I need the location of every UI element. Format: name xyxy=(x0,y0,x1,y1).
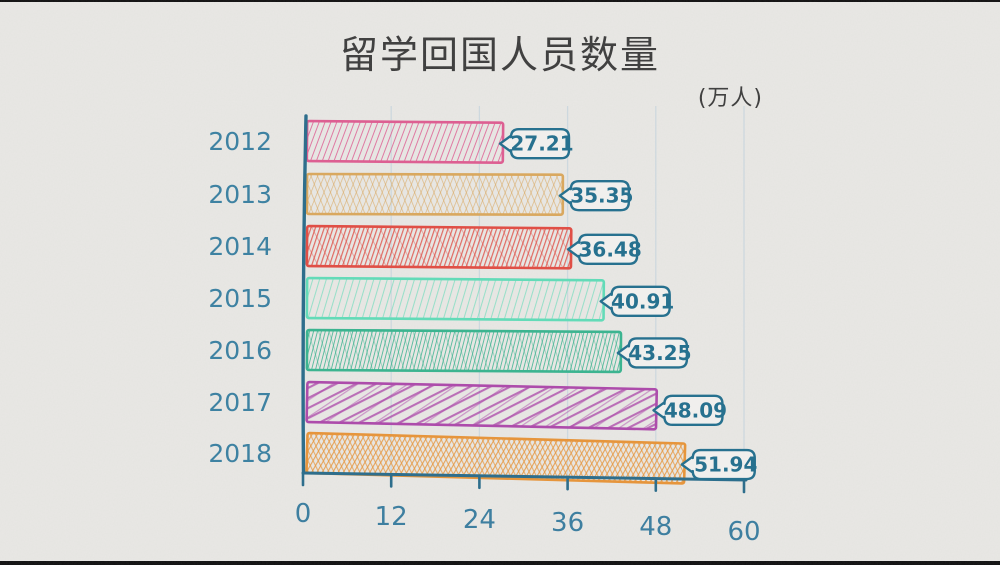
category-label-2017: 2017 xyxy=(208,388,272,417)
x-tick-label-60: 60 xyxy=(727,517,760,547)
value-callout-2018 xyxy=(680,448,756,481)
category-label-2018: 2018 xyxy=(208,439,272,468)
bar-group-2017 xyxy=(305,380,659,431)
x-tick-label-36: 36 xyxy=(551,508,584,538)
bar-fill-2016 xyxy=(306,330,621,372)
value-callout-2017 xyxy=(652,394,724,427)
x-tick-label-0: 0 xyxy=(295,499,312,529)
bar-fill-2018 xyxy=(306,433,686,484)
x-axis-line xyxy=(301,471,748,482)
bar-fill-2017 xyxy=(306,382,657,430)
value-callout-2012 xyxy=(498,128,571,160)
category-label-2012: 2012 xyxy=(208,127,272,156)
value-label-2017: 48.09 xyxy=(664,398,727,422)
value-callout-2015 xyxy=(599,285,671,318)
bar-group-2012 xyxy=(305,119,505,164)
bar-group-2014 xyxy=(305,224,573,270)
bar-fill-2015 xyxy=(306,278,604,321)
bar-group-2018 xyxy=(305,431,687,485)
bar-group-2016 xyxy=(305,328,623,374)
bar-group-2013 xyxy=(305,172,565,216)
value-label-2015: 40.91 xyxy=(611,289,674,313)
category-label-2016: 2016 xyxy=(208,336,272,365)
bar-fill-2013 xyxy=(306,174,563,215)
category-label-2015: 2015 xyxy=(208,284,272,313)
category-label-2014: 2014 xyxy=(208,232,272,261)
category-label-2013: 2013 xyxy=(208,180,272,209)
value-label-2016: 43.25 xyxy=(628,341,691,365)
value-label-2012: 27.21 xyxy=(510,132,573,156)
labels-layer: 2012 27.21 2013 35.35 2014 36.48 2015 40.91 2016… xyxy=(208,127,760,547)
value-callout-2014 xyxy=(566,233,639,266)
bars-layer xyxy=(305,119,687,485)
value-callout-2013 xyxy=(558,179,631,212)
value-label-2013: 35.35 xyxy=(570,184,633,208)
x-tick-label-24: 24 xyxy=(463,505,496,535)
x-tick-label-48: 48 xyxy=(639,512,672,542)
axes-layer xyxy=(301,114,748,494)
x-tick-label-12: 12 xyxy=(375,502,408,532)
value-callout-2016 xyxy=(616,337,689,369)
bar-group-2015 xyxy=(305,276,606,322)
y-axis-line xyxy=(301,114,308,475)
bar-fill-2014 xyxy=(306,226,572,269)
value-label-2014: 36.48 xyxy=(578,237,641,261)
bar-fill-2012 xyxy=(306,121,504,163)
value-label-2018: 51.94 xyxy=(694,453,757,477)
